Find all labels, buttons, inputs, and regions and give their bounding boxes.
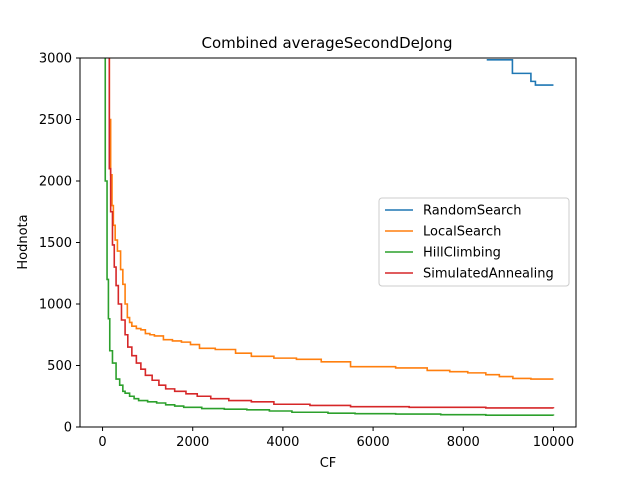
legend: RandomSearch LocalSearch HillClimbing Simul… (378, 197, 570, 287)
y-tick-label: 1000 (39, 298, 72, 313)
chart-title: Combined averageSecondDeJong (202, 34, 453, 52)
x-axis: 0 2000 4000 6000 8000 10000 (98, 427, 574, 450)
x-tick-label: 2000 (176, 435, 209, 450)
legend-label-random-search: RandomSearch (423, 204, 521, 219)
x-tick-label: 4000 (266, 435, 299, 450)
legend-label-hill-climbing: HillClimbing (423, 246, 501, 261)
y-axis-label: Hodnota (16, 214, 31, 269)
series-line-random-search (486, 59, 554, 86)
y-axis: 0 500 1000 1500 2000 2500 3000 (39, 52, 80, 436)
x-tick-label: 8000 (447, 435, 480, 450)
legend-label-local-search: LocalSearch (423, 225, 501, 240)
series-line-local-search (108, 58, 554, 380)
legend-label-simulated-annealing: SimulatedAnnealing (423, 267, 554, 282)
series-line-simulated-annealing (108, 58, 555, 409)
y-tick-label: 0 (64, 421, 72, 436)
x-axis-label: CF (320, 456, 337, 471)
x-tick-label: 0 (98, 435, 106, 450)
y-tick-label: 2500 (39, 113, 72, 128)
x-tick-label: 10000 (533, 435, 574, 450)
x-tick-label: 6000 (357, 435, 390, 450)
y-tick-label: 1500 (39, 236, 72, 251)
legend-box (378, 197, 570, 287)
y-tick-label: 3000 (39, 52, 72, 67)
y-tick-label: 500 (47, 359, 72, 374)
series-layer (104, 58, 555, 416)
y-tick-label: 2000 (39, 175, 72, 190)
series-line-hill-climbing (104, 58, 555, 416)
